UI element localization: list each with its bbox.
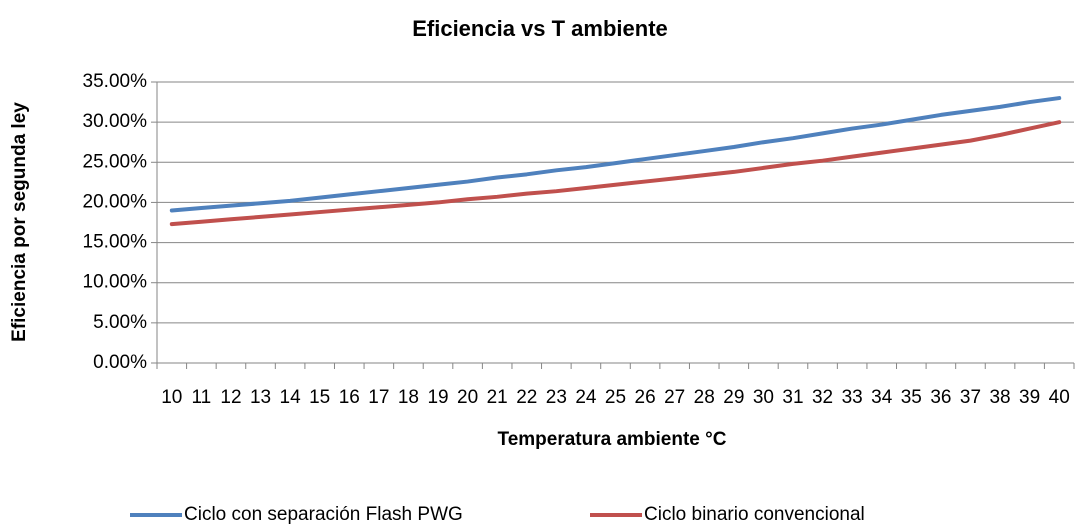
series-line xyxy=(169,96,1062,213)
legend-label: Ciclo binario convencional xyxy=(644,504,865,525)
x-tick-label: 31 xyxy=(782,387,803,408)
x-tick-label: 15 xyxy=(309,387,330,408)
x-tick-label: 13 xyxy=(250,387,271,408)
x-tick-label: 29 xyxy=(723,387,744,408)
y-tick-label: 20.00% xyxy=(83,191,148,212)
chart-title: Eficiencia vs T ambiente xyxy=(412,16,668,41)
y-tick-label: 15.00% xyxy=(83,232,148,253)
x-tick-label: 34 xyxy=(871,387,893,408)
x-tick-label: 19 xyxy=(427,387,448,408)
x-tick-label: 10 xyxy=(161,387,182,408)
y-tick-label: 35.00% xyxy=(83,71,148,92)
y-tick-label: 25.00% xyxy=(83,151,148,172)
x-tick-label: 18 xyxy=(398,387,419,408)
y-tick-label: 10.00% xyxy=(83,272,148,293)
x-tick-label: 23 xyxy=(546,387,567,408)
series-line xyxy=(169,120,1062,227)
y-tick-label: 30.00% xyxy=(83,111,148,132)
x-tick-label: 14 xyxy=(280,387,302,408)
x-tick-label: 11 xyxy=(192,387,212,408)
x-tick-label: 33 xyxy=(842,387,863,408)
x-tick-label: 25 xyxy=(605,387,626,408)
x-tick-label: 22 xyxy=(516,387,537,408)
x-tick-label: 37 xyxy=(960,387,981,408)
y-axis-title: Eficiencia por segunda ley xyxy=(9,102,30,342)
x-tick-label: 39 xyxy=(1019,387,1040,408)
x-tick-label: 35 xyxy=(901,387,922,408)
x-tick-label: 27 xyxy=(664,387,685,408)
x-tick-label: 16 xyxy=(339,387,360,408)
x-tick-label: 26 xyxy=(635,387,656,408)
x-tick-label: 12 xyxy=(220,387,241,408)
y-tick-label: 5.00% xyxy=(93,312,147,333)
x-tick-label: 30 xyxy=(753,387,774,408)
x-tick-label: 17 xyxy=(368,387,389,408)
legend-label: Ciclo con separación Flash PWG xyxy=(184,504,463,525)
x-tick-label: 20 xyxy=(457,387,478,408)
x-tick-label: 36 xyxy=(930,387,951,408)
y-tick-label: 0.00% xyxy=(93,352,147,373)
x-tick-label: 32 xyxy=(812,387,833,408)
x-tick-label: 24 xyxy=(575,387,597,408)
x-tick-label: 21 xyxy=(487,387,508,408)
x-tick-label: 28 xyxy=(694,387,715,408)
x-tick-label: 40 xyxy=(1049,387,1070,408)
x-axis-title: Temperatura ambiente °C xyxy=(498,429,727,450)
x-tick-label: 38 xyxy=(989,387,1010,408)
